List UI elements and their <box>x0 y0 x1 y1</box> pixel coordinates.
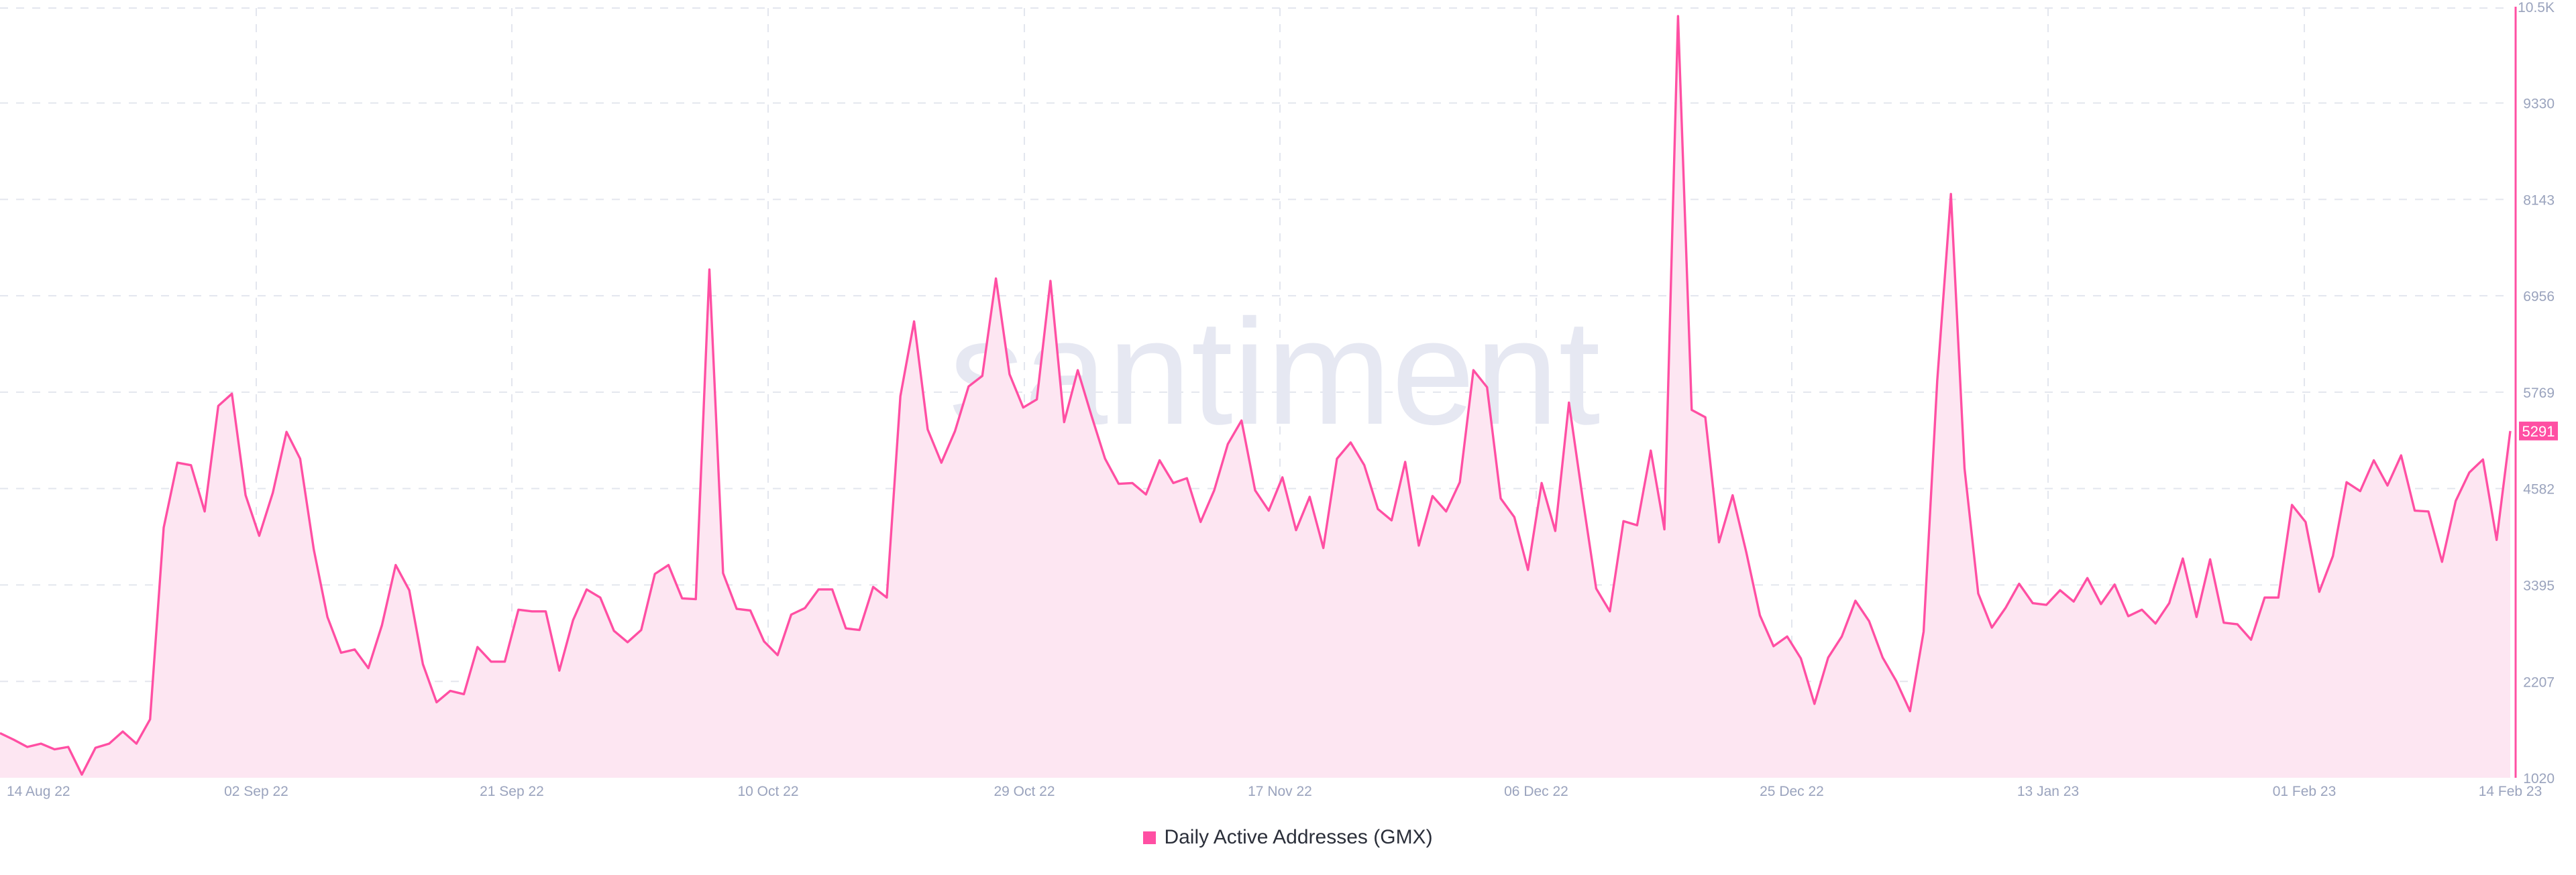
legend-label: Daily Active Addresses (GMX) <box>1164 826 1433 848</box>
y-tick-label: 4582 <box>2523 482 2555 498</box>
x-axis-tick-labels: 14 Aug 22 02 Sep 22 21 Sep 22 10 Oct 22 29 O… <box>7 784 2542 799</box>
y-tick-label: 6956 <box>2523 289 2555 304</box>
x-tick-label: 21 Sep 22 <box>480 784 544 799</box>
series-area-fill <box>0 16 2510 778</box>
y-axis-tick-labels: 1020 2207 3395 4582 5769 6956 8143 9330 10.5K <box>2518 0 2555 786</box>
y-tick-label: 8143 <box>2523 192 2555 208</box>
y-tick-label: 2207 <box>2523 675 2555 690</box>
y-tick-label: 1020 <box>2523 771 2555 786</box>
last-value-badge: 5291 <box>2519 421 2558 441</box>
x-tick-label: 10 Oct 22 <box>737 784 798 799</box>
x-tick-label: 06 Dec 22 <box>1504 784 1568 799</box>
x-tick-label: 02 Sep 22 <box>224 784 288 799</box>
x-tick-label: 17 Nov 22 <box>1248 784 1312 799</box>
x-tick-label: 01 Feb 23 <box>2273 784 2337 799</box>
y-tick-label: 9330 <box>2523 97 2555 112</box>
x-tick-label: 14 Feb 23 <box>2479 784 2542 799</box>
last-value-label: 5291 <box>2522 423 2555 440</box>
legend-swatch <box>1143 831 1157 844</box>
y-tick-label: 10.5K <box>2518 0 2555 15</box>
legend[interactable]: Daily Active Addresses (GMX) <box>0 826 2576 849</box>
y-tick-label: 5769 <box>2523 386 2555 401</box>
x-tick-label: 13 Jan 23 <box>2017 784 2079 799</box>
y-tick-label: 3395 <box>2523 578 2555 593</box>
x-tick-label: 14 Aug 22 <box>7 784 70 799</box>
series-line <box>0 15 2512 776</box>
last-value-badge-bg <box>2519 421 2558 441</box>
x-tick-label: 25 Dec 22 <box>1760 784 1824 799</box>
x-tick-label: 29 Oct 22 <box>994 784 1055 799</box>
